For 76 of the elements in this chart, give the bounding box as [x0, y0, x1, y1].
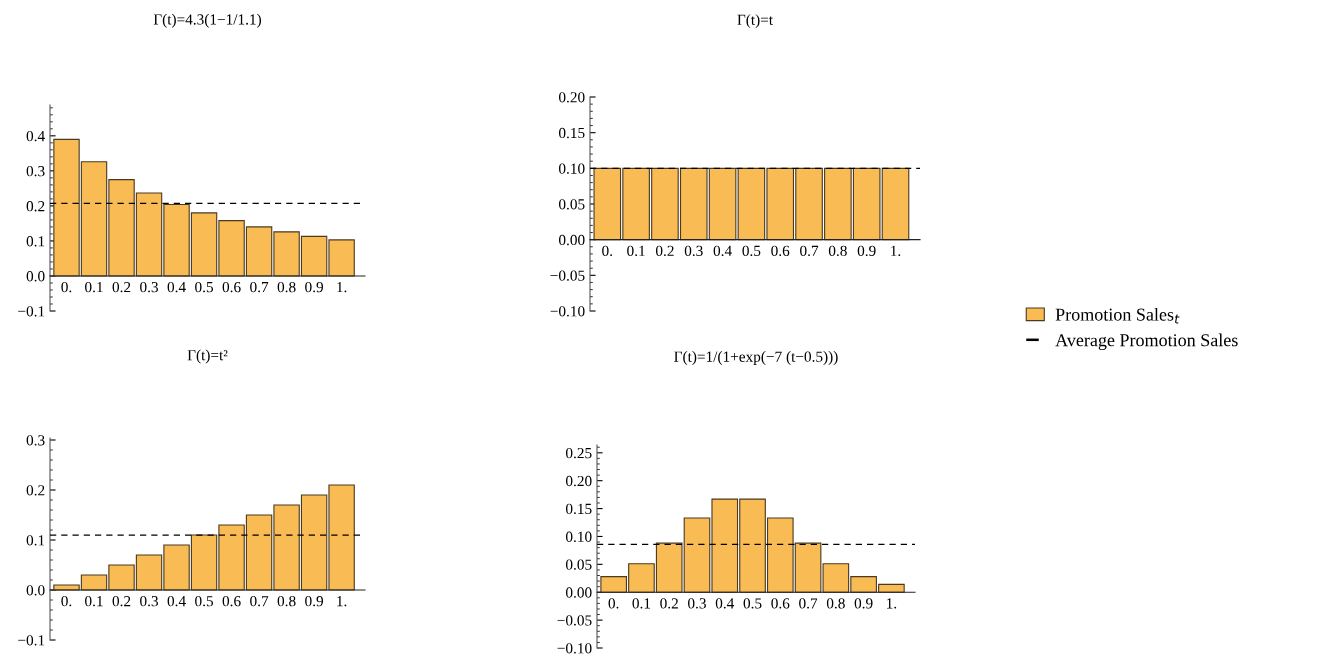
x-tick-label: 0.6: [771, 245, 790, 257]
y-tick-label: −0.05: [557, 615, 592, 626]
y-tick-label: 0.1: [26, 236, 45, 247]
x-tick-label: 0.8: [277, 596, 296, 607]
x-tick-label: 0.7: [799, 598, 818, 609]
y-tick-label: 0.15: [558, 127, 585, 139]
x-tick-label: 0.4: [167, 281, 186, 293]
x-tick-label: 0.: [61, 596, 72, 607]
y-tick-label: −0.05: [550, 270, 585, 281]
x-tick-label: 0.2: [660, 598, 678, 609]
x-tick-label: 0.2: [112, 281, 131, 293]
y-tick-label: 0.00: [558, 234, 585, 246]
y-tick-label: 0.15: [565, 503, 592, 515]
y-tick-label: 0.0: [26, 271, 45, 282]
x-tick-label: 0.8: [277, 281, 296, 293]
x-tick-label: 1.: [887, 598, 897, 609]
y-tick-label: 0.1: [26, 535, 45, 546]
x-tick-label: 0.: [61, 281, 72, 293]
chart-title: Γ(t)=1/(1+exp(−7 (t−0.5))): [674, 351, 838, 365]
x-tick-label: 0.8: [828, 245, 847, 257]
x-tick-label: 0.: [602, 245, 613, 257]
chart-title: Γ(t)=t: [737, 14, 773, 29]
x-tick-label: 0.3: [684, 245, 703, 257]
x-tick-label: 0.6: [222, 596, 241, 607]
x-tick-label: 0.2: [112, 596, 131, 607]
x-tick-label: 0.7: [250, 596, 269, 607]
y-tick-label: −0.10: [550, 306, 585, 317]
x-tick-label: 0.9: [305, 596, 324, 607]
y-tick-label: 0.10: [558, 163, 585, 174]
x-tick-label: 0.9: [305, 281, 324, 293]
y-tick-label: 0.2: [26, 485, 45, 496]
x-tick-label: 0.1: [627, 245, 645, 257]
x-tick-label: 1.: [891, 245, 901, 257]
x-tick-label: 0.6: [222, 281, 241, 293]
x-tick-label: 1.: [337, 596, 347, 607]
x-tick-label: 0.2: [655, 245, 674, 257]
y-tick-label: 0.10: [565, 531, 592, 542]
y-tick-label: −0.1: [18, 635, 45, 646]
y-tick-label: 0.05: [565, 559, 592, 570]
y-tick-label: 0.25: [565, 447, 592, 459]
y-tick-label: 0.20: [558, 92, 585, 103]
y-tick-label: 0.3: [26, 435, 45, 446]
x-tick-label: 0.4: [167, 596, 186, 607]
x-tick-label: 0.9: [854, 598, 873, 609]
x-tick-label: 0.: [608, 598, 619, 609]
x-tick-label: 0.1: [85, 596, 103, 607]
x-tick-label: 0.3: [140, 281, 158, 293]
x-tick-label: 1.: [337, 282, 347, 293]
y-tick-label: 0.3: [26, 166, 45, 177]
x-tick-label: 0.8: [826, 598, 845, 609]
x-tick-label: 0.5: [195, 596, 214, 607]
chart-title: Γ(t)=4.3(1−1/1.1): [153, 13, 262, 28]
chart-title: Γ(t)=t²: [187, 349, 228, 364]
y-tick-label: 0.4: [26, 130, 45, 142]
y-tick-label: 0.20: [565, 475, 592, 487]
x-tick-label: 0.6: [771, 598, 790, 609]
y-tick-label: 0.0: [26, 585, 45, 596]
x-tick-label: 0.5: [743, 598, 762, 609]
y-tick-label: −0.1: [18, 306, 45, 317]
x-tick-label: 0.9: [857, 245, 876, 257]
x-tick-label: 0.1: [632, 598, 651, 609]
x-tick-label: 0.4: [715, 598, 735, 609]
y-tick-label: −0.10: [557, 643, 592, 654]
x-tick-label: 0.3: [140, 596, 158, 607]
y-tick-label: 0.05: [558, 199, 585, 210]
x-tick-label: 0.5: [195, 281, 214, 293]
x-tick-label: 0.7: [800, 245, 819, 257]
y-tick-label: 0.00: [565, 587, 592, 598]
x-tick-label: 0.5: [742, 245, 761, 257]
legend-label: Average Promotion Sales: [1055, 333, 1238, 351]
x-tick-label: 0.4: [713, 245, 732, 257]
x-tick-label: 0.7: [250, 281, 269, 293]
legend-label: Promotion Sales$_{t}$: [1055, 307, 1180, 324]
y-tick-label: 0.2: [26, 201, 45, 212]
x-tick-label: 0.1: [85, 281, 103, 293]
x-tick-label: 0.3: [688, 598, 706, 609]
